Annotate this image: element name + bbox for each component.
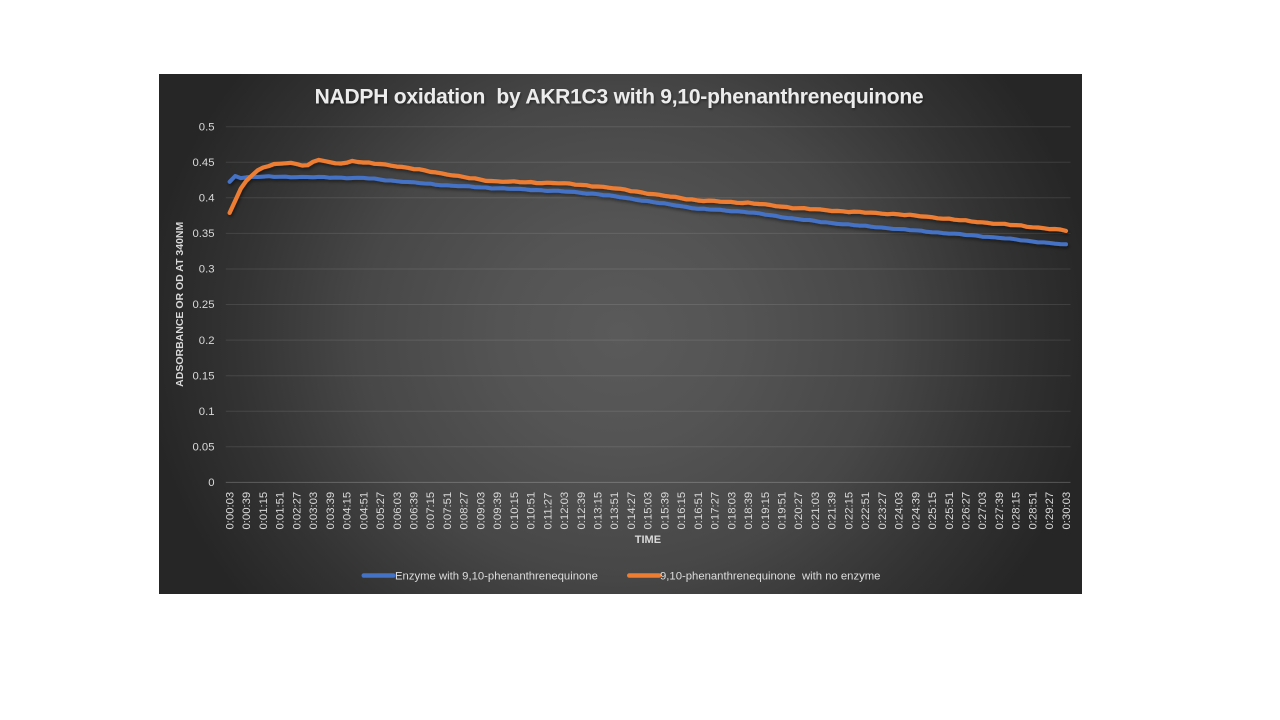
svg-text:0:18:39: 0:18:39 — [743, 492, 755, 530]
svg-text:0: 0 — [208, 477, 214, 489]
svg-text:TIME: TIME — [635, 534, 661, 546]
svg-text:0:24:39: 0:24:39 — [910, 492, 922, 530]
svg-text:0:28:51: 0:28:51 — [1027, 492, 1039, 530]
svg-text:0:22:15: 0:22:15 — [843, 492, 855, 530]
svg-text:0:16:15: 0:16:15 — [676, 492, 688, 530]
svg-text:0.2: 0.2 — [199, 335, 215, 347]
svg-text:0:25:51: 0:25:51 — [944, 492, 956, 530]
svg-text:0:01:15: 0:01:15 — [258, 492, 270, 530]
svg-text:0:23:27: 0:23:27 — [877, 492, 889, 530]
svg-text:0:14:27: 0:14:27 — [626, 492, 638, 530]
svg-text:0:22:51: 0:22:51 — [860, 492, 872, 530]
svg-text:0:19:51: 0:19:51 — [777, 492, 789, 530]
svg-text:0:15:03: 0:15:03 — [643, 492, 655, 530]
svg-text:0:16:51: 0:16:51 — [693, 492, 705, 530]
svg-text:0.1: 0.1 — [199, 406, 215, 418]
svg-text:9,10-phenanthrenequinone with: 9,10-phenanthrenequinone with no enzyme — [660, 570, 880, 582]
svg-text:0.45: 0.45 — [193, 157, 215, 169]
svg-text:0:12:03: 0:12:03 — [559, 492, 571, 530]
svg-text:0:09:39: 0:09:39 — [492, 492, 504, 530]
svg-text:0:05:27: 0:05:27 — [375, 492, 387, 530]
svg-text:0:13:51: 0:13:51 — [609, 492, 621, 530]
svg-text:0:26:27: 0:26:27 — [961, 492, 973, 530]
svg-text:0:30:03: 0:30:03 — [1061, 492, 1073, 530]
svg-text:0:04:51: 0:04:51 — [358, 492, 370, 530]
svg-text:Enzyme with 9,10-phenanthreneq: Enzyme with 9,10-phenanthrenequinone — [395, 570, 598, 582]
svg-text:0:24:03: 0:24:03 — [894, 492, 906, 530]
svg-text:0:09:03: 0:09:03 — [475, 492, 487, 530]
svg-text:0.3: 0.3 — [199, 264, 215, 276]
svg-text:0.05: 0.05 — [193, 442, 215, 454]
svg-text:0.25: 0.25 — [193, 299, 215, 311]
svg-text:0.15: 0.15 — [193, 370, 215, 382]
svg-text:0:21:39: 0:21:39 — [827, 492, 839, 530]
svg-text:0:03:03: 0:03:03 — [308, 492, 320, 530]
svg-text:0:07:51: 0:07:51 — [442, 492, 454, 530]
svg-text:0.35: 0.35 — [193, 228, 215, 240]
svg-text:0:00:03: 0:00:03 — [225, 492, 237, 530]
svg-text:0:12:39: 0:12:39 — [576, 492, 588, 530]
svg-text:0:20:27: 0:20:27 — [793, 492, 805, 530]
svg-text:0:28:15: 0:28:15 — [1011, 492, 1023, 530]
svg-text:0:08:27: 0:08:27 — [459, 492, 471, 530]
svg-text:0:18:03: 0:18:03 — [726, 492, 738, 530]
svg-text:0:21:03: 0:21:03 — [810, 492, 822, 530]
svg-text:0:02:27: 0:02:27 — [291, 492, 303, 530]
svg-text:0:07:15: 0:07:15 — [425, 492, 437, 530]
svg-text:0:00:39: 0:00:39 — [241, 492, 253, 530]
svg-text:0:19:15: 0:19:15 — [760, 492, 772, 530]
svg-text:0.5: 0.5 — [199, 121, 215, 133]
svg-text:0:25:15: 0:25:15 — [927, 492, 939, 530]
svg-text:0:03:39: 0:03:39 — [325, 492, 337, 530]
svg-text:0:29:27: 0:29:27 — [1044, 492, 1056, 530]
svg-text:0:15:39: 0:15:39 — [659, 492, 671, 530]
svg-text:0:10:51: 0:10:51 — [526, 492, 538, 530]
svg-text:0:13:15: 0:13:15 — [593, 492, 605, 530]
svg-text:0:06:39: 0:06:39 — [409, 492, 421, 530]
svg-text:0:17:27: 0:17:27 — [710, 492, 722, 530]
svg-text:ADSORBANCE OR OD AT 340NM: ADSORBANCE OR OD AT 340NM — [174, 222, 186, 387]
svg-text:0:04:15: 0:04:15 — [342, 492, 354, 530]
svg-text:NADPH oxidation by AKR1C3 wit: NADPH oxidation by AKR1C3 with 9,10-phen… — [315, 85, 924, 108]
svg-text:0:27:39: 0:27:39 — [994, 492, 1006, 530]
svg-text:0.4: 0.4 — [199, 193, 215, 205]
svg-text:0:27:03: 0:27:03 — [977, 492, 989, 530]
svg-text:0:10:15: 0:10:15 — [509, 492, 521, 530]
svg-text:0:01:51: 0:01:51 — [275, 492, 287, 530]
svg-text:0:06:03: 0:06:03 — [392, 492, 404, 530]
svg-text:0:11:27: 0:11:27 — [542, 493, 554, 530]
